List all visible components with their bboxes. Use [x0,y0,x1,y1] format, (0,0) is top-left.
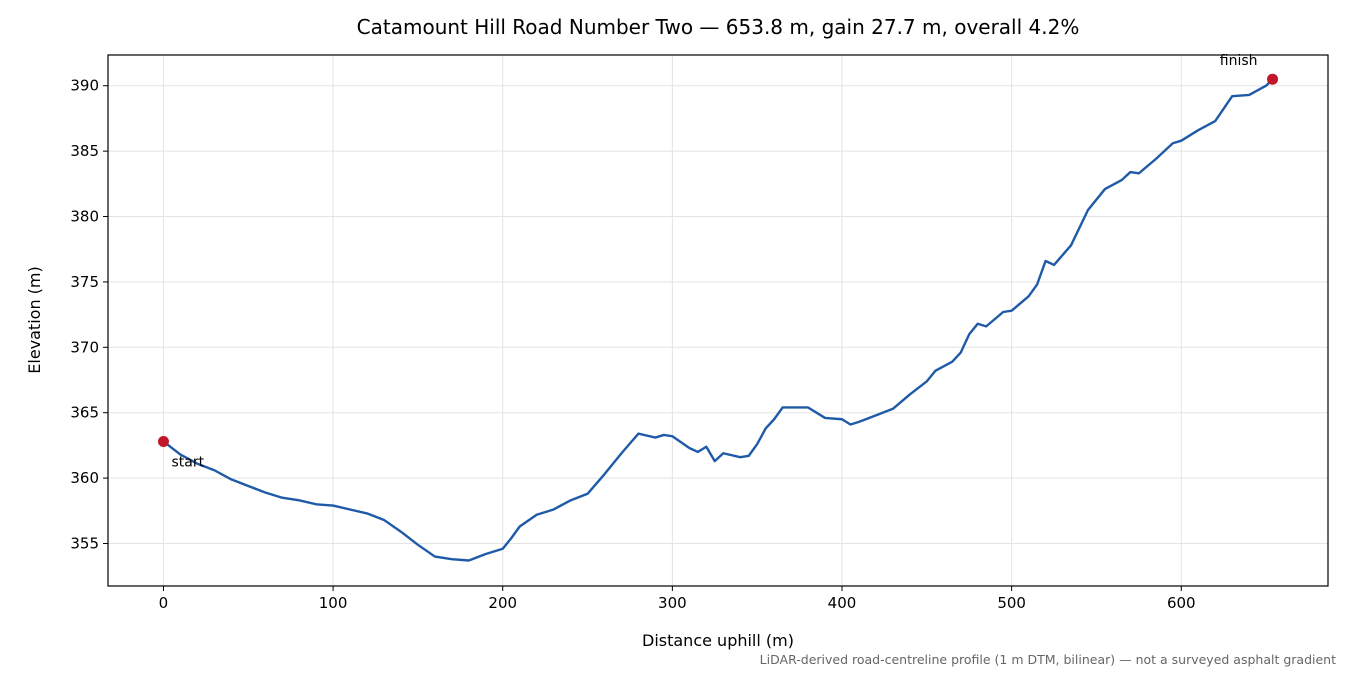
x-tick-label: 200 [488,594,517,612]
endpoint-marker [157,435,169,447]
x-tick-label: 500 [997,594,1026,612]
y-tick-label: 390 [70,77,99,95]
footnote: LiDAR-derived road-centreline profile (1… [760,652,1336,667]
endpoint-label: start [171,454,204,470]
plot-frame [107,54,1329,587]
profile-line [162,78,1274,562]
y-tick-label: 380 [70,208,99,226]
y-tick-label: 385 [70,142,99,160]
x-axis-label: Distance uphill (m) [642,631,794,650]
endpoint-marker [1267,73,1279,85]
y-tick-label: 355 [70,534,99,552]
y-axis-label: Elevation (m) [25,266,44,373]
y-tick-label: 375 [70,273,99,291]
endpoint-label: finish [1220,53,1258,69]
x-tick-label: 0 [159,594,169,612]
x-tick-label: 300 [658,594,687,612]
x-tick-label: 600 [1167,594,1196,612]
chart-title: Catamount Hill Road Number Two — 653.8 m… [357,15,1080,39]
y-tick-label: 370 [70,338,99,356]
y-tick-label: 365 [70,404,99,422]
x-tick-label: 100 [319,594,348,612]
x-tick-label: 400 [828,594,857,612]
y-tick-label: 360 [70,469,99,487]
